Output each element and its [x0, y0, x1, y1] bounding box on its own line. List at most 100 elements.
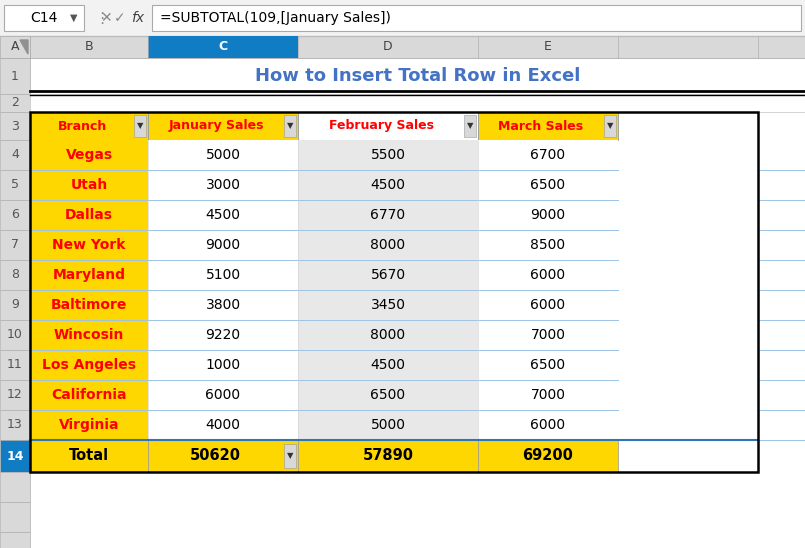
Text: =SUBTOTAL(109,[January Sales]): =SUBTOTAL(109,[January Sales]) — [160, 11, 391, 25]
Text: Vegas: Vegas — [65, 148, 113, 162]
Bar — [298, 410, 478, 440]
Text: 6000: 6000 — [530, 418, 566, 432]
Text: Branch: Branch — [57, 119, 106, 133]
Bar — [30, 200, 148, 230]
Bar — [0, 58, 30, 94]
Text: 5000: 5000 — [370, 418, 406, 432]
Text: ⋮: ⋮ — [94, 10, 109, 26]
Text: 12: 12 — [7, 389, 23, 402]
Bar — [0, 410, 30, 440]
Bar — [30, 112, 148, 140]
Text: 69200: 69200 — [522, 448, 573, 464]
Bar — [0, 140, 30, 170]
Text: 57890: 57890 — [362, 448, 414, 464]
Bar — [0, 94, 30, 112]
Bar — [30, 112, 758, 472]
Bar — [148, 36, 298, 58]
Polygon shape — [20, 40, 28, 54]
Text: ▼: ▼ — [607, 122, 613, 130]
Text: 4500: 4500 — [205, 208, 241, 222]
Text: D: D — [383, 41, 393, 54]
Text: ▼: ▼ — [287, 122, 293, 130]
Bar — [284, 444, 296, 468]
Text: How to Insert Total Row in Excel: How to Insert Total Row in Excel — [255, 67, 580, 85]
Text: 6700: 6700 — [530, 148, 566, 162]
Bar — [478, 320, 618, 350]
Bar — [758, 230, 805, 260]
Bar — [30, 440, 148, 472]
Text: E: E — [544, 41, 552, 54]
Bar — [30, 290, 148, 320]
Text: 5000: 5000 — [205, 148, 241, 162]
Bar — [298, 440, 478, 472]
Bar — [758, 140, 805, 170]
Bar — [758, 410, 805, 440]
Bar — [30, 260, 148, 290]
Text: January Sales: January Sales — [168, 119, 264, 133]
Bar — [30, 410, 148, 440]
Text: 4500: 4500 — [370, 358, 406, 372]
Bar — [0, 320, 30, 350]
Text: New York: New York — [52, 238, 126, 252]
Bar — [148, 260, 298, 290]
Text: 9: 9 — [11, 299, 19, 311]
Bar — [148, 170, 298, 200]
Bar — [148, 112, 298, 140]
Bar — [758, 112, 805, 140]
Bar — [0, 380, 30, 410]
Text: California: California — [52, 388, 126, 402]
Bar — [478, 112, 618, 140]
Text: 3: 3 — [11, 119, 19, 133]
Bar — [298, 140, 478, 170]
Text: 9000: 9000 — [530, 208, 566, 222]
Text: 8: 8 — [11, 269, 19, 282]
Bar — [152, 5, 801, 31]
Text: Total: Total — [69, 448, 109, 464]
Bar — [478, 380, 618, 410]
Bar — [758, 380, 805, 410]
Text: 8000: 8000 — [370, 238, 406, 252]
Text: Los Angeles: Los Angeles — [42, 358, 136, 372]
Bar — [758, 440, 805, 472]
Text: fx: fx — [131, 11, 145, 25]
Bar — [758, 320, 805, 350]
Bar — [148, 440, 298, 472]
Bar — [0, 112, 30, 140]
Bar — [0, 230, 30, 260]
Text: ▼: ▼ — [467, 122, 473, 130]
Bar — [0, 440, 30, 472]
Text: 6770: 6770 — [370, 208, 406, 222]
Bar — [148, 290, 298, 320]
Bar — [0, 170, 30, 200]
Text: ✕: ✕ — [100, 11, 112, 25]
Text: 9220: 9220 — [205, 328, 241, 342]
Text: 6000: 6000 — [530, 298, 566, 312]
Bar — [30, 230, 148, 260]
Bar — [758, 170, 805, 200]
Bar — [478, 350, 618, 380]
Bar — [134, 115, 146, 137]
Text: 6500: 6500 — [370, 388, 406, 402]
Bar — [758, 350, 805, 380]
Text: 6000: 6000 — [530, 268, 566, 282]
Bar — [758, 260, 805, 290]
Text: A: A — [10, 41, 19, 54]
Bar — [298, 260, 478, 290]
Bar — [298, 112, 478, 140]
Bar — [0, 260, 30, 290]
Text: 50620: 50620 — [189, 448, 241, 464]
Text: 8500: 8500 — [530, 238, 566, 252]
Text: 6: 6 — [11, 208, 19, 221]
Text: ✓: ✓ — [114, 11, 126, 25]
Bar — [478, 230, 618, 260]
Text: 1000: 1000 — [205, 358, 241, 372]
Bar — [478, 170, 618, 200]
Bar — [148, 320, 298, 350]
Bar — [148, 410, 298, 440]
Text: 5670: 5670 — [370, 268, 406, 282]
Bar — [298, 170, 478, 200]
Text: ▼: ▼ — [70, 13, 78, 23]
Bar — [758, 290, 805, 320]
Text: 2: 2 — [11, 96, 19, 110]
Bar — [30, 94, 805, 112]
